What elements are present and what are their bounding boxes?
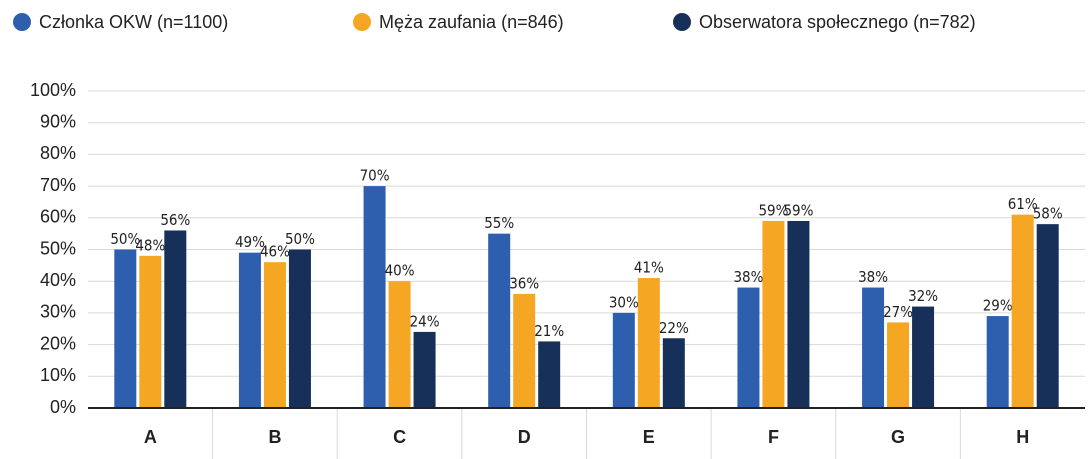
data-label: 38% xyxy=(858,268,888,286)
data-label: 36% xyxy=(509,274,539,292)
bar xyxy=(662,338,685,408)
legend-swatch xyxy=(353,13,371,31)
bar xyxy=(737,287,760,408)
data-label: 55% xyxy=(484,214,514,232)
data-label: 32% xyxy=(908,287,938,305)
x-tick-label: H xyxy=(1016,427,1029,447)
bar xyxy=(238,252,261,408)
bar xyxy=(912,306,935,408)
y-tick-label: 90% xyxy=(40,111,76,131)
data-label: 22% xyxy=(659,319,689,337)
y-tick-label: 10% xyxy=(40,365,76,385)
y-tick-label: 60% xyxy=(40,207,76,227)
data-label: 50% xyxy=(110,230,140,248)
legend-label: Członka OKW (n=1100) xyxy=(39,12,228,32)
bar xyxy=(612,312,635,408)
bar xyxy=(1011,214,1034,408)
data-label: 41% xyxy=(634,259,664,277)
bar xyxy=(787,220,810,408)
bar xyxy=(139,255,162,408)
bar xyxy=(388,281,411,408)
data-label: 48% xyxy=(135,236,165,254)
x-tick-label: D xyxy=(518,427,531,447)
y-tick-label: 80% xyxy=(40,143,76,163)
bar xyxy=(164,230,187,408)
bar xyxy=(114,249,137,408)
legend-swatch xyxy=(673,13,691,31)
data-label: 38% xyxy=(733,268,763,286)
data-label: 29% xyxy=(983,297,1013,315)
y-tick-label: 40% xyxy=(40,270,76,290)
y-tick-label: 0% xyxy=(50,397,76,417)
x-tick-label: F xyxy=(768,427,779,447)
data-label: 58% xyxy=(1033,205,1063,223)
bar xyxy=(288,249,311,408)
bar xyxy=(263,262,286,408)
bar xyxy=(488,233,511,408)
x-tick-label: E xyxy=(643,427,655,447)
y-tick-label: 70% xyxy=(40,175,76,195)
data-label: 59% xyxy=(758,201,788,219)
y-tick-label: 100% xyxy=(30,80,76,100)
x-tick-label: C xyxy=(393,427,406,447)
x-tick-label: A xyxy=(144,427,157,447)
x-tick-label: G xyxy=(891,427,905,447)
bar xyxy=(887,322,910,408)
data-label: 49% xyxy=(235,233,265,251)
data-label: 50% xyxy=(285,230,315,248)
bar xyxy=(538,341,561,408)
legend-label: Męża zaufania (n=846) xyxy=(379,12,564,32)
data-label: 61% xyxy=(1008,195,1038,213)
bar xyxy=(762,220,785,408)
bar xyxy=(1036,224,1059,408)
y-tick-label: 30% xyxy=(40,302,76,322)
y-tick-label: 20% xyxy=(40,333,76,353)
data-label: 40% xyxy=(385,262,415,280)
bar xyxy=(363,186,386,408)
bar xyxy=(862,287,885,408)
legend-swatch xyxy=(13,13,31,31)
data-label: 70% xyxy=(360,167,390,185)
data-label: 27% xyxy=(883,303,913,321)
data-label: 30% xyxy=(609,293,639,311)
bar xyxy=(986,316,1009,408)
data-label: 56% xyxy=(160,211,190,229)
x-tick-label: B xyxy=(268,427,281,447)
data-label: 59% xyxy=(783,201,813,219)
legend-label: Obserwatora społecznego (n=782) xyxy=(699,12,976,32)
y-tick-label: 50% xyxy=(40,238,76,258)
data-label: 21% xyxy=(534,322,564,340)
bar xyxy=(637,278,660,408)
data-label: 46% xyxy=(260,243,290,261)
bar xyxy=(513,293,536,408)
bar xyxy=(413,331,436,408)
data-label: 24% xyxy=(410,312,440,330)
